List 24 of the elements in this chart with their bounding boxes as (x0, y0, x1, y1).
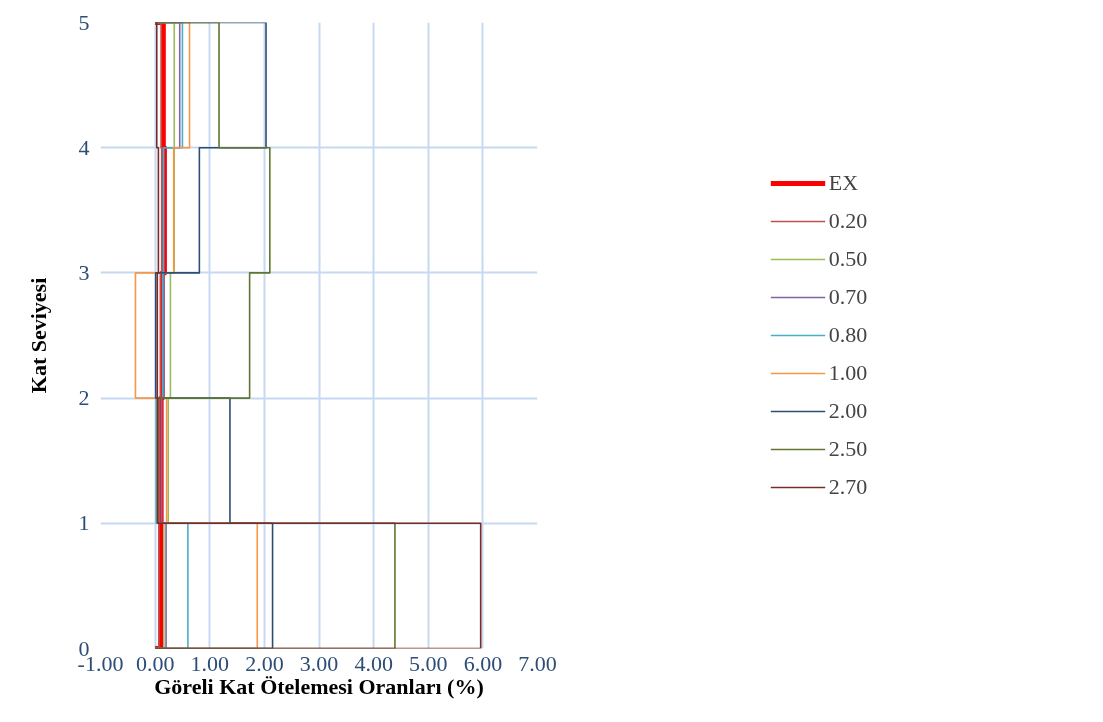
x-tick-label: 2.00 (245, 650, 284, 676)
x-tick-label: 1.00 (190, 650, 229, 676)
x-tick-label: 0.00 (135, 650, 175, 676)
y-tick-label: 3 (78, 259, 90, 285)
x-axis-title: Göreli Kat Ötelemesi Oranları (%) (154, 673, 484, 699)
legend-label: EX (828, 170, 859, 196)
x-tick-label: 5.00 (409, 650, 448, 676)
y-tick-label: 2 (78, 385, 90, 411)
y-tick-label: 1 (78, 510, 90, 536)
y-tick-label: 4 (78, 134, 90, 160)
legend-label: 0.20 (828, 208, 868, 234)
legend-label: 2.70 (828, 474, 868, 500)
legend-label: 1.00 (828, 360, 868, 386)
legend-label: 0.50 (828, 246, 868, 272)
legend-label: 2.50 (828, 436, 868, 462)
y-axis-title: Kat Seviyesi (25, 277, 51, 394)
x-tick-label: 7.00 (518, 650, 557, 676)
legend-label: 0.80 (828, 322, 868, 348)
legend-label: 0.70 (828, 284, 868, 310)
y-tick-label: 5 (78, 9, 90, 35)
x-tick-label: 3.00 (299, 650, 339, 676)
x-tick-label: 6.00 (463, 650, 503, 676)
legend-label: 2.00 (828, 398, 868, 424)
x-tick-label: 4.00 (354, 650, 393, 676)
